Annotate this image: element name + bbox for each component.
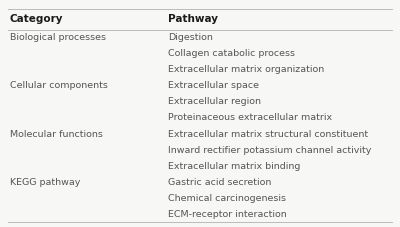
Text: Cellular components: Cellular components	[10, 81, 108, 90]
Text: ECM-receptor interaction: ECM-receptor interaction	[168, 210, 287, 219]
Text: Extracellular matrix structural constituent: Extracellular matrix structural constitu…	[168, 130, 368, 138]
Text: Extracellular region: Extracellular region	[168, 97, 261, 106]
Text: Extracellular space: Extracellular space	[168, 81, 259, 90]
Text: Gastric acid secretion: Gastric acid secretion	[168, 178, 271, 187]
Text: Extracellular matrix organization: Extracellular matrix organization	[168, 65, 324, 74]
Text: Pathway: Pathway	[168, 14, 218, 24]
Text: Extracellular matrix binding: Extracellular matrix binding	[168, 162, 300, 171]
Text: Collagen catabolic process: Collagen catabolic process	[168, 49, 295, 58]
Text: Chemical carcinogenesis: Chemical carcinogenesis	[168, 194, 286, 203]
Text: Molecular functions: Molecular functions	[10, 130, 103, 138]
Text: KEGG pathway: KEGG pathway	[10, 178, 80, 187]
Text: Proteinaceous extracellular matrix: Proteinaceous extracellular matrix	[168, 114, 332, 122]
Text: Digestion: Digestion	[168, 33, 213, 42]
Text: Biological processes: Biological processes	[10, 33, 106, 42]
Text: Inward rectifier potassium channel activity: Inward rectifier potassium channel activ…	[168, 146, 371, 155]
Text: Category: Category	[10, 14, 64, 24]
